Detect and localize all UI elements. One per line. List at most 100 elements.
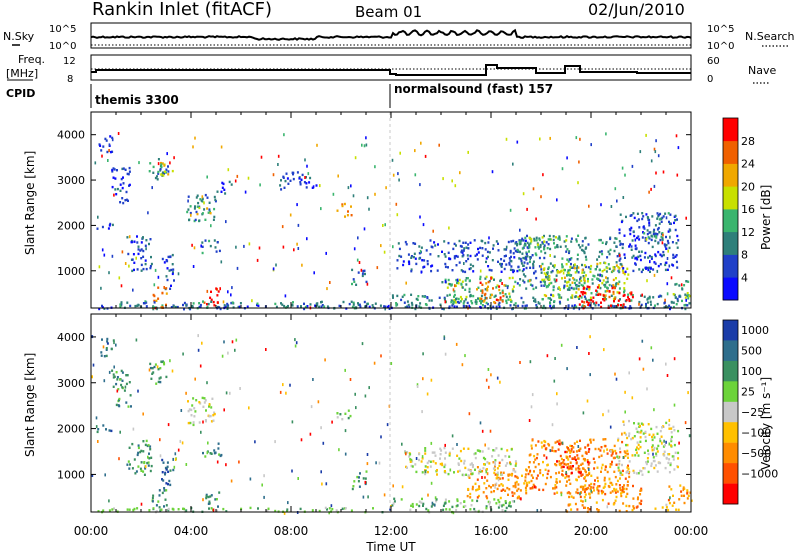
- data-cell: [641, 293, 643, 297]
- data-cell: [583, 271, 586, 274]
- data-cell: [488, 268, 491, 272]
- data-cell: [198, 305, 201, 309]
- data-cell: [436, 269, 439, 272]
- data-cell: [664, 298, 666, 302]
- data-cell: [606, 286, 608, 289]
- data-cell: [210, 300, 213, 303]
- data-cell: [535, 217, 537, 221]
- data-cell: [540, 250, 543, 253]
- data-cell: [640, 487, 643, 490]
- data-cell: [421, 410, 423, 414]
- data-cell: [115, 371, 118, 374]
- data-cell: [198, 302, 201, 305]
- data-cell: [216, 509, 219, 512]
- data-cell: [479, 305, 482, 309]
- data-cell: [526, 241, 529, 245]
- data-cell: [520, 262, 523, 265]
- data-cell: [541, 445, 543, 449]
- data-cell: [109, 150, 112, 154]
- data-cell: [514, 249, 517, 253]
- data-cell: [430, 265, 433, 268]
- data-cell: [161, 304, 164, 307]
- data-cell: [458, 457, 461, 460]
- data-cell: [664, 444, 666, 447]
- data-cell: [454, 284, 457, 287]
- data-cell: [139, 249, 142, 252]
- data-cell: [171, 253, 174, 257]
- data-cell: [511, 276, 514, 280]
- data-cell: [581, 504, 584, 507]
- data-cell: [176, 305, 179, 309]
- data-cell: [434, 462, 437, 465]
- data-cell: [149, 162, 152, 165]
- data-cell: [606, 277, 609, 280]
- data-cell: [674, 296, 677, 299]
- data-cell: [461, 363, 464, 367]
- data-cell: [551, 423, 554, 427]
- data-cell: [160, 163, 163, 166]
- data-cell: [501, 458, 504, 462]
- data-cell: [518, 284, 521, 287]
- data-cell: [543, 234, 545, 238]
- colorbar-tick-label: 20: [741, 180, 755, 193]
- data-cell: [143, 302, 146, 305]
- data-cell: [393, 500, 396, 503]
- data-cell: [147, 444, 150, 447]
- data-cell: [512, 270, 515, 274]
- data-cell: [571, 445, 573, 448]
- data-cell: [206, 381, 208, 385]
- data-cell: [243, 244, 245, 248]
- data-cell: [159, 509, 162, 512]
- data-cell: [165, 482, 168, 485]
- data-cell: [398, 178, 400, 182]
- data-cell: [201, 195, 204, 199]
- data-cell: [607, 502, 610, 505]
- data-cell: [659, 461, 662, 465]
- data-cell: [506, 286, 509, 290]
- data-cell: [495, 477, 498, 480]
- data-cell: [211, 397, 214, 400]
- data-cell: [225, 463, 227, 467]
- data-cell: [460, 245, 463, 248]
- data-cell: [626, 484, 629, 487]
- data-cell: [526, 483, 529, 487]
- data-cell: [618, 240, 621, 243]
- data-cell: [498, 500, 501, 504]
- data-cell: [364, 305, 367, 308]
- data-cell: [667, 498, 670, 502]
- data-cell: [430, 441, 433, 445]
- data-cell: [308, 181, 311, 184]
- data-cell: [553, 266, 556, 269]
- data-cell: [628, 228, 631, 231]
- cpid-program-2: normalsound (fast) 157: [394, 82, 553, 96]
- data-cell: [578, 303, 581, 306]
- data-cell: [478, 299, 481, 302]
- data-cell: [630, 248, 633, 251]
- data-cell: [617, 463, 620, 466]
- data-cell: [493, 295, 496, 298]
- data-cell: [648, 190, 650, 194]
- data-cell: [120, 284, 123, 288]
- data-cell: [512, 252, 515, 255]
- data-cell: [521, 304, 524, 308]
- data-cell: [558, 442, 561, 445]
- data-cell: [165, 504, 168, 507]
- data-cell: [128, 467, 131, 470]
- data-cell: [92, 363, 95, 367]
- data-cell: [623, 282, 626, 285]
- data-cell: [462, 447, 465, 450]
- data-cell: [409, 508, 412, 512]
- data-cell: [423, 265, 426, 268]
- data-cell: [368, 386, 370, 390]
- colorbar-tick-label: 28: [741, 135, 755, 148]
- data-cell: [382, 224, 384, 227]
- data-cell: [182, 507, 184, 510]
- data-cell: [543, 246, 546, 249]
- data-cell: [482, 491, 485, 494]
- data-cell: [424, 154, 427, 158]
- data-cell: [626, 267, 629, 270]
- data-cell: [143, 473, 146, 476]
- data-cell: [647, 423, 650, 426]
- data-cell: [282, 383, 284, 387]
- data-cell: [594, 447, 597, 451]
